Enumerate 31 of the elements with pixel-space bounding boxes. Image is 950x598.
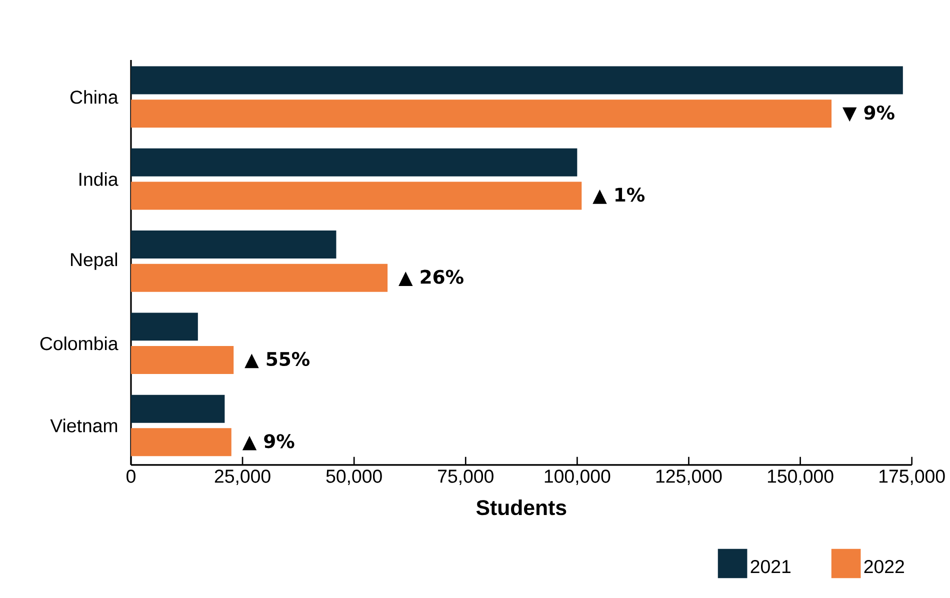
legend-label: 2022 xyxy=(864,560,904,574)
x-tick-label: 25,000 xyxy=(214,470,270,486)
x-tick-label: 175,000 xyxy=(880,470,945,486)
annotation: ▲ 26% xyxy=(398,270,464,286)
bar xyxy=(130,346,234,374)
annotation: ▲ 9% xyxy=(242,434,294,450)
x-axis-title: Students xyxy=(476,500,566,516)
x-tick-label: 125,000 xyxy=(656,470,722,486)
annotation: ▼ 9% xyxy=(842,106,894,122)
bar xyxy=(130,148,578,176)
bar xyxy=(130,230,336,259)
x-tick-label: 50,000 xyxy=(326,470,382,486)
bar xyxy=(130,100,832,128)
annotation: ▲ 55% xyxy=(244,352,310,368)
x-tick-label: 100,000 xyxy=(544,470,610,486)
annotation: ▲ 1% xyxy=(592,188,645,204)
y-tick-label: Colombia xyxy=(40,336,118,350)
legend-label: 2021 xyxy=(750,560,790,574)
y-tick-label: India xyxy=(80,172,118,186)
y-tick-label: Nepal xyxy=(71,252,118,270)
bar xyxy=(130,312,198,341)
bar xyxy=(130,182,582,210)
x-tick-label: 0 xyxy=(126,470,136,483)
bar xyxy=(130,428,232,456)
x-tick-label: 75,000 xyxy=(438,470,494,486)
bar xyxy=(130,264,388,292)
y-tick-label: China xyxy=(70,90,118,104)
y-tick-label: Vietnam xyxy=(50,418,118,432)
bar xyxy=(130,66,903,94)
bar xyxy=(130,394,225,423)
x-tick-label: 150,000 xyxy=(768,470,834,486)
